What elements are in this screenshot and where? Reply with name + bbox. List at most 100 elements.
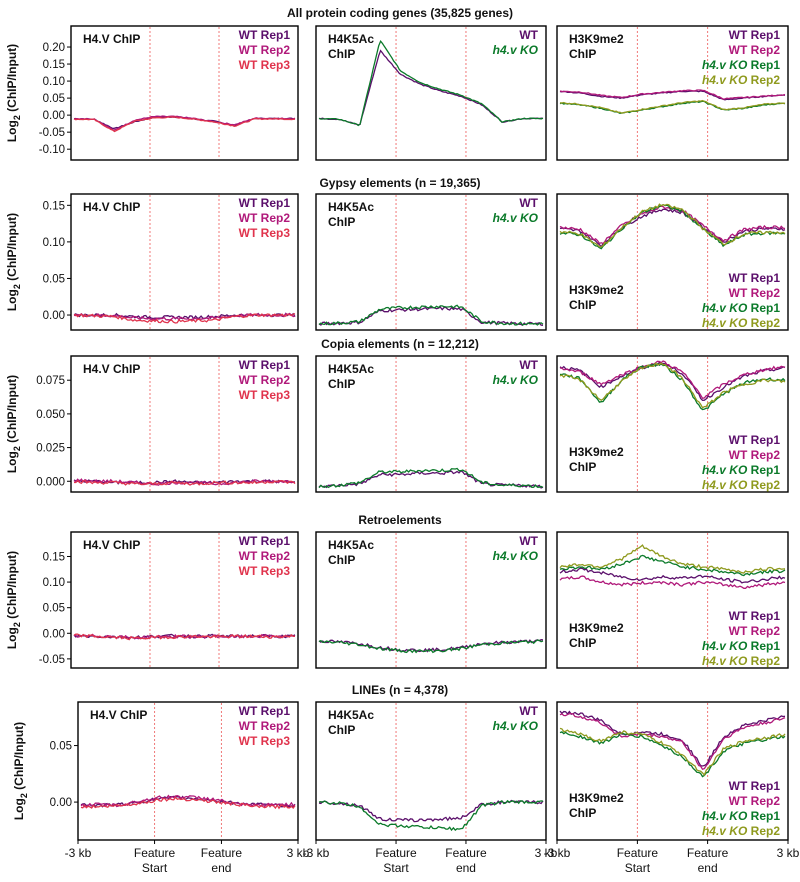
panel-title: H4.V ChIP: [83, 200, 140, 214]
legend-entry: WT Rep1: [729, 433, 781, 447]
x-label-feature-start: Start: [142, 861, 168, 875]
legend-entry: WT Rep1: [729, 271, 781, 285]
legend-entry: WT Rep3: [239, 388, 291, 402]
series-line-h4-v-ko: [318, 304, 544, 326]
legend-entry: WT: [519, 358, 538, 372]
panel-1: 0.05 0.00 Log2 (ChIP/Input) H4.V ChIP WT Rep…: [12, 701, 310, 875]
row-title: Copia elements (n = 12,212): [321, 337, 479, 351]
y-tick-label: 0.000: [36, 476, 65, 488]
y-tick-label: 0.05: [43, 603, 65, 615]
legend-entry: WT: [519, 534, 538, 548]
y-tick-label: 0.00: [43, 628, 65, 640]
y-axis-label: Log2 (ChIP/Input): [5, 213, 22, 311]
panel-title: ChIP: [569, 47, 596, 61]
panel-title: H4K5Ac: [328, 32, 374, 46]
panel-title: ChIP: [328, 723, 355, 737]
series-line-h4-v-ko-rep2: [559, 727, 786, 777]
panel-title: H4.V ChIP: [83, 362, 140, 376]
panel-title: H3K9me2: [569, 621, 624, 635]
row-3: Copia elements (n = 12,212)0.0750.0500.0…: [5, 337, 789, 493]
row-2: Gypsy elements (n = 19,365)0.150.100.050…: [5, 176, 789, 331]
series-line-h4-v-ko: [318, 39, 544, 127]
legend-entry: h4.v KO Rep1: [702, 58, 780, 72]
legend-entry: h4.v KO: [493, 43, 539, 57]
x-label-feature-start: Feature: [375, 846, 417, 860]
panel-title: H4K5Ac: [328, 362, 374, 376]
series-line-wt-rep1: [559, 710, 786, 767]
legend-entry: h4.v KO: [493, 549, 539, 563]
x-label-feature-end: end: [211, 861, 231, 875]
panel-frame: [77, 701, 299, 841]
legend-entry: WT Rep3: [239, 734, 291, 748]
panel-1: 0.20 0.15 0.10 0.05 0.00 -0.05 -0.10 Log2 (ChIP…: [5, 25, 299, 161]
panel-title: ChIP: [569, 298, 596, 312]
legend-entry: WT Rep1: [729, 779, 781, 793]
legend-entry: WT Rep3: [239, 226, 291, 240]
series-line-h4-v-ko-rep2: [559, 544, 786, 574]
panel-frame: [70, 25, 299, 161]
panel-title: H4K5Ac: [328, 708, 374, 722]
legend-entry: WT: [519, 704, 538, 718]
legend-entry: WT Rep2: [729, 286, 781, 300]
y-tick-label: 0.10: [43, 76, 65, 88]
legend-entry: h4.v KO Rep2: [702, 73, 780, 87]
series-line-h4-v-ko-rep2: [559, 362, 786, 409]
series-line-wt-rep2: [559, 713, 786, 770]
panel-title: ChIP: [569, 636, 596, 650]
y-tick-label: -0.05: [39, 654, 65, 666]
x-label-feature-end: Feature: [445, 846, 487, 860]
panel-title: ChIP: [328, 553, 355, 567]
series-line-wt-rep3: [80, 796, 296, 810]
legend-entry: WT Rep1: [239, 28, 291, 42]
y-axis-label: Log2 (ChIP/Input): [5, 375, 22, 473]
legend-entry: WT Rep2: [239, 211, 291, 225]
y-tick-label: 0.15: [43, 59, 65, 71]
panel-title: ChIP: [328, 47, 355, 61]
legend-entry: h4.v KO Rep2: [702, 654, 780, 668]
panel-frame: [70, 531, 299, 669]
row-title: Retroelements: [358, 513, 442, 527]
legend-entry: WT Rep1: [239, 704, 291, 718]
legend-entry: h4.v KO: [493, 373, 539, 387]
y-tick-label: 0.15: [43, 551, 65, 563]
panel-title: H4K5Ac: [328, 538, 374, 552]
panel-title: H4K5Ac: [328, 200, 374, 214]
panel-frame: [315, 701, 547, 841]
x-label-feature-start: Start: [625, 861, 651, 875]
panel-1: 0.15 0.10 0.05 0.00 Log2 (ChIP/Input) H4.V Ch…: [5, 193, 299, 331]
legend-entry: WT: [519, 196, 538, 210]
row-title: LINEs (n = 4,378): [352, 683, 448, 697]
legend-entry: WT: [519, 28, 538, 42]
legend-entry: h4.v KO Rep2: [702, 316, 780, 330]
legend-entry: WT Rep2: [729, 794, 781, 808]
series-line-wt-rep3: [74, 479, 296, 486]
legend-entry: WT Rep1: [729, 28, 781, 42]
legend-entry: h4.v KO: [493, 719, 539, 733]
y-tick-label: 0.10: [43, 237, 65, 249]
legend-entry: h4.v KO Rep2: [702, 478, 780, 492]
series-line-wt-rep2: [559, 360, 786, 400]
series-line-wt-rep3: [73, 633, 295, 641]
panel-title: H3K9me2: [569, 32, 624, 46]
row-5: LINEs (n = 4,378) 0.05 0.00 Log2 (ChIP/Inpu…: [12, 683, 800, 875]
panel-1: 0.075 0.050 0.025 0.000 Log2 (ChIP/Input) H4.…: [5, 355, 299, 493]
panel-frame: [315, 531, 547, 669]
panel-title: ChIP: [328, 377, 355, 391]
legend-entry: WT Rep1: [239, 196, 291, 210]
y-tick-label: 0.05: [50, 741, 72, 753]
series-line-wt-rep3: [73, 116, 296, 133]
y-tick-label: 0.00: [43, 310, 65, 322]
row-title: All protein coding genes (35,825 genes): [287, 6, 513, 20]
series-line-wt-rep3: [73, 312, 296, 324]
y-tick-label: 0.10: [43, 577, 65, 589]
legend-entry: WT Rep2: [239, 43, 291, 57]
legend-entry: WT Rep1: [239, 534, 291, 548]
y-tick-label: -0.10: [39, 144, 65, 156]
x-label-right: 3 kb: [287, 846, 310, 860]
y-tick-label: -0.05: [39, 127, 65, 139]
